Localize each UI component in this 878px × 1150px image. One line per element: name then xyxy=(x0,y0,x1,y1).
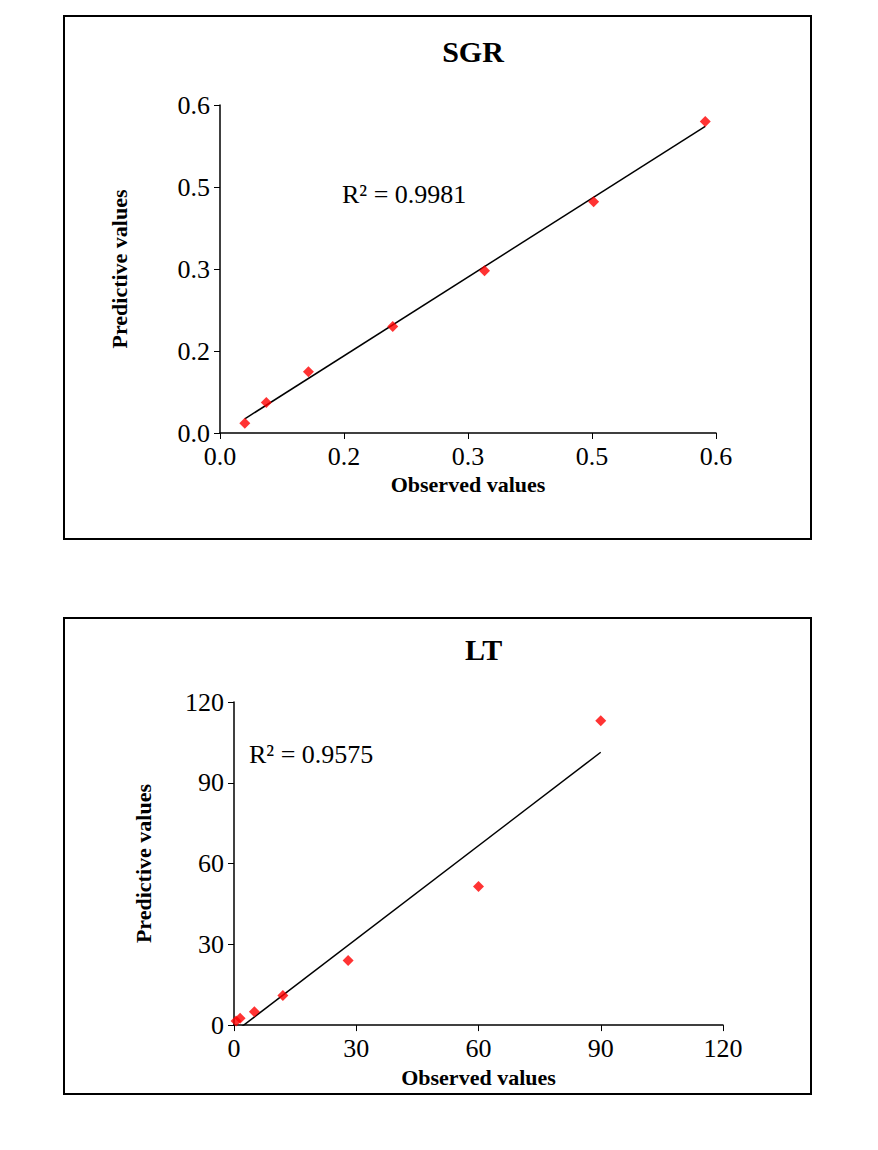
svg-text:0.5: 0.5 xyxy=(576,442,609,471)
svg-text:0.6: 0.6 xyxy=(178,91,211,120)
svg-text:Observed values: Observed values xyxy=(401,1065,556,1090)
svg-text:LT: LT xyxy=(465,633,502,666)
svg-text:R² = 0.9575: R² = 0.9575 xyxy=(249,740,373,769)
svg-text:90: 90 xyxy=(198,768,224,797)
svg-text:0.3: 0.3 xyxy=(452,442,485,471)
svg-text:0.2: 0.2 xyxy=(178,337,211,366)
svg-text:0.5: 0.5 xyxy=(178,173,211,202)
svg-text:30: 30 xyxy=(343,1034,369,1063)
svg-text:0.0: 0.0 xyxy=(204,442,237,471)
svg-text:0.0: 0.0 xyxy=(177,418,210,448)
svg-text:0.2: 0.2 xyxy=(328,442,361,471)
svg-text:90: 90 xyxy=(588,1034,614,1063)
svg-text:0: 0 xyxy=(228,1034,241,1063)
svg-text:SGR: SGR xyxy=(442,35,504,68)
svg-text:120: 120 xyxy=(704,1034,743,1063)
svg-text:0.3: 0.3 xyxy=(178,255,211,284)
svg-text:30: 30 xyxy=(198,930,224,959)
svg-text:Predictive values: Predictive values xyxy=(131,784,156,943)
svg-text:Predictive values: Predictive values xyxy=(107,189,132,348)
svg-text:60: 60 xyxy=(198,849,224,878)
svg-text:60: 60 xyxy=(466,1034,492,1063)
svg-text:0.6: 0.6 xyxy=(700,442,733,471)
svg-text:R² = 0.9981: R² = 0.9981 xyxy=(342,180,466,209)
svg-text:0: 0 xyxy=(211,1011,224,1040)
svg-text:Observed values: Observed values xyxy=(391,472,546,497)
svg-text:120: 120 xyxy=(185,688,224,717)
